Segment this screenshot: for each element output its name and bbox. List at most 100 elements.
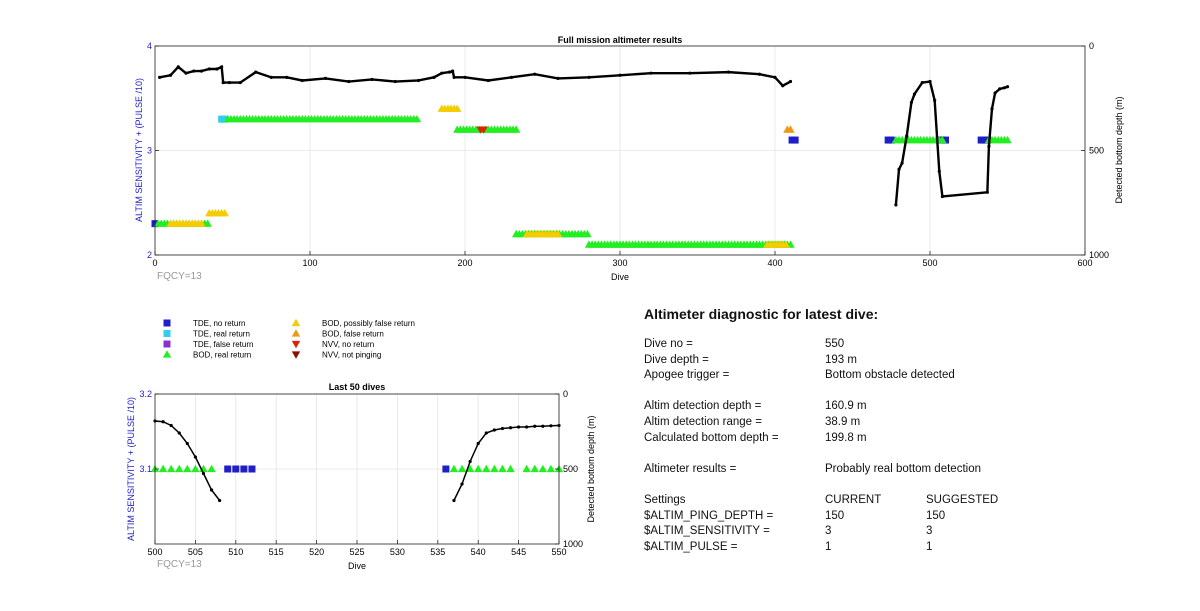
depth-point [452,498,456,503]
x-tick-label: 500 [922,258,937,268]
dive-no-label: Dive no = [644,338,693,350]
x-tick-label: 515 [269,547,284,557]
marker-triangle-up [197,219,206,227]
depth-point [993,91,997,95]
marker-triangle-up [191,464,200,473]
apogee-label: Apogee trigger = [644,369,730,382]
x-tick-label: 550 [551,547,566,557]
marker-square [791,136,799,144]
setting-row: $ALTIM_SENSITIVITY = 3 3 [644,525,1164,541]
setting-row: $ALTIM_PING_DEPTH = 150 150 [644,510,1164,526]
depth-point [201,471,206,476]
bottom-y-left-ticks: 3.2 3.1 [139,389,159,474]
depth-line [159,65,792,88]
depth-point [440,71,444,75]
setting-suggested: 150 [926,509,946,522]
marker-triangle-up [412,114,422,123]
depth-point [463,75,467,79]
marker-square [221,115,229,123]
marker-triangle-up [166,464,176,473]
depth-point [447,70,452,74]
depth-point [985,190,989,194]
depth-point [508,426,513,430]
x-tick-label: 0 [152,258,157,268]
x-tick-label: 545 [511,547,526,557]
bottom-chart-title: Last 50 dives [329,382,386,392]
x-tick-label: 200 [457,258,472,268]
depth-point [370,77,374,82]
marker-triangle-up [465,464,475,473]
dive-depth-value: 193 m [825,353,857,366]
top-y-right-ticks: 0 500 1000 [1081,41,1109,260]
depth-point [185,441,189,446]
setting-name: $ALTIM_PULSE = [644,540,738,553]
marker-triangle-up [498,464,507,473]
setting-suggested: 3 [926,525,933,538]
settings-header-row: Settings CURRENT SUGGESTED [644,494,1164,510]
depth-point [618,73,622,77]
legend-marker-square [163,330,171,337]
marker-triangle-up [474,464,483,473]
top-y-left-ticks: 2 3 4 [147,41,159,260]
setting-name: $ALTIM_SENSITIVITY = [644,525,770,538]
depth-point [158,75,162,79]
bottom-grid [154,393,560,544]
depth-point [209,488,214,492]
depth-point [468,459,472,464]
top-y-left-label: ALTIM SENSITIVITY + (PULSE /10) [134,78,144,222]
legend-marker-triangle-up [291,329,301,337]
depth-point [525,425,529,429]
depth-point [541,424,545,428]
dive-no-value: 550 [825,338,845,350]
calc-depth-label: Calculated bottom depth = [644,431,779,444]
x-tick-label: 540 [471,547,486,557]
bottom-x-ticks: 500 505 510 515 520 525 530 535 540 545 550 [147,540,567,557]
top-y-right-label: Detected bottom depth (m) [1114,96,1124,203]
depth-point [533,424,537,428]
x-tick-label: 525 [349,547,364,557]
depth-point [920,80,924,85]
marker-triangle-up [522,464,531,473]
depth-point [169,423,173,428]
legend-marker-square [163,340,171,348]
apogee-row: Apogee trigger = Bottom obstacle detected [644,369,1164,385]
top-chart: Full mission altimeter results 0 100 200 30… [134,35,1124,282]
depth-point [987,144,991,148]
legend-marker-triangle-up [291,318,301,327]
depth-point [285,75,289,79]
depth-point [168,73,173,77]
setting-suggested: 1 [926,540,933,553]
depth-point [500,426,505,431]
y-tick-label: 4 [147,41,152,51]
legend-marker-square [163,319,171,327]
bottom-chart: Last 50 dives 500 505 510 515 520 525 530 535 54… [126,382,596,571]
marker-triangle-up [530,464,539,473]
diagnostic-title: Altimeter diagnostic for latest dive: [644,306,879,322]
depth-point [176,65,180,69]
marker-square [887,136,895,144]
setting-current: 3 [825,525,832,538]
marker-square [240,465,248,473]
depth-point [905,134,909,138]
top-grid [154,45,1086,256]
depth-point [533,72,537,76]
marker-triangle-up [506,464,515,473]
x-tick-label: 510 [228,547,243,557]
setting-row: $ALTIM_PULSE = 1 1 [644,541,1164,557]
depth-point [1002,86,1007,90]
marker-square [224,465,232,473]
depth-point [928,79,932,84]
setting-current: 150 [825,509,845,522]
marker-triangle-up [175,464,184,473]
marker-triangle-up [583,229,592,238]
marker-square [248,465,256,473]
y-tick-label: 2 [147,250,152,260]
depth-point [757,72,762,76]
top-x-ticks: 0 100 200 300 400 500 600 [152,251,1093,268]
legend-label: TDE, false return [193,340,253,349]
marker-triangle-up [220,209,229,217]
depth-point [393,79,397,84]
settings-label: Settings [644,493,686,506]
